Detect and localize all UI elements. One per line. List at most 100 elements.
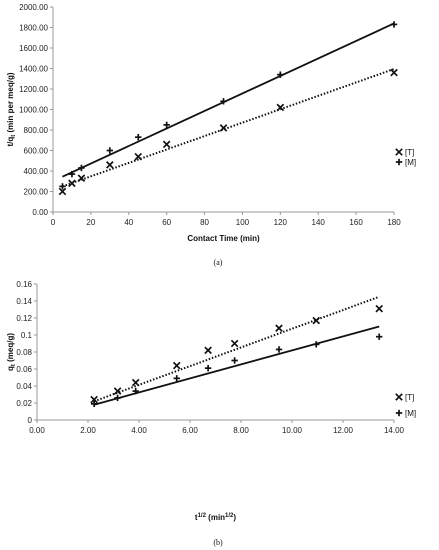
x-tick-label: 12.00 [333, 426, 354, 435]
figure-caption: (a) [214, 258, 223, 267]
data-point-t [230, 339, 239, 348]
y-axis-label: qt (meq/g) [6, 333, 17, 371]
data-point-t [275, 324, 283, 333]
fit-line-t [93, 295, 380, 403]
fit-line-m [93, 325, 380, 406]
x-axis-label: t1/2 (min1/2) [195, 513, 236, 522]
marker-stroke [395, 148, 403, 156]
marker-stroke [172, 361, 181, 370]
data-point-m [313, 341, 320, 348]
legend-marker-m [395, 409, 403, 417]
data-point-m [173, 375, 180, 382]
marker-stroke [68, 179, 76, 188]
x-tick-label: 160 [349, 218, 363, 227]
data-point-m [231, 357, 238, 364]
y-axis-label: t/qt (min per meq/g) [6, 72, 17, 146]
data-point-m [132, 387, 139, 395]
data-point-m [204, 364, 212, 372]
marker-stroke [77, 174, 86, 182]
legend-label: [M] [405, 158, 416, 167]
data-point-t [68, 179, 76, 188]
data-point-m [106, 147, 114, 154]
x-tick-label: 80 [200, 218, 209, 227]
y-tick-label: 800.00 [24, 126, 49, 135]
data-point-t [276, 103, 285, 112]
y-tick-label: 1000.00 [19, 106, 48, 115]
y-tick-label: 0.00 [32, 208, 48, 217]
data-point-m [220, 98, 227, 105]
data-point-m [114, 394, 121, 402]
data-point-t [90, 395, 98, 404]
data-point-t [375, 304, 384, 313]
marker-stroke [390, 68, 398, 77]
y-tick-label: 0.06 [16, 365, 32, 374]
y-tick-label: 0 [28, 416, 33, 425]
y-tick-label: 2000.00 [19, 3, 48, 12]
x-tick-label: 120 [274, 218, 288, 227]
x-tick-label: 10.00 [282, 426, 303, 435]
data-point-t [77, 174, 86, 182]
y-tick-label: 1800.00 [19, 24, 48, 33]
fit-line-m [62, 22, 395, 178]
data-point-t [113, 387, 122, 395]
y-tick-label: 0.1 [21, 331, 33, 340]
chart-b: 0.00 2.00 4.00 6.00 8.00 10.00 12.00 14.00 0 0.02… [6, 280, 416, 547]
data-point-t [58, 187, 67, 196]
y-tick-label: 1600.00 [19, 44, 48, 53]
marker-stroke [230, 339, 239, 348]
x-tick-label: 0.00 [29, 426, 45, 435]
x-tick-label: 14.00 [384, 426, 405, 435]
figure-caption: (b) [213, 538, 223, 547]
marker-stroke [312, 316, 321, 325]
marker-stroke [219, 124, 228, 132]
data-point-m [135, 133, 142, 141]
data-point-t [131, 378, 140, 387]
data-point-m [376, 333, 383, 340]
data-point-t [172, 361, 181, 370]
legend-label: [T] [405, 393, 414, 402]
marker-stroke [113, 387, 122, 395]
x-axis-label: Contact Time (min) [187, 234, 260, 243]
x-tick-label: 140 [312, 218, 326, 227]
data-point-t [219, 124, 228, 132]
data-point-m [275, 346, 283, 353]
marker-stroke [90, 395, 98, 404]
legend-marker-m [395, 158, 403, 166]
data-point-m [163, 121, 170, 129]
marker-stroke [131, 378, 140, 387]
x-tick-label: 60 [162, 218, 171, 227]
data-point-t [162, 140, 171, 149]
marker-stroke [276, 103, 285, 112]
data-point-m [59, 183, 66, 190]
fit-line-t [62, 68, 395, 188]
data-point-m [78, 164, 85, 172]
y-tick-label: 400.00 [24, 167, 49, 176]
marker-stroke [395, 393, 403, 401]
marker-stroke [204, 346, 212, 355]
marker-stroke [275, 324, 283, 333]
y-tick-label: 0.02 [16, 399, 32, 408]
data-point-t [390, 68, 398, 77]
data-point-t [106, 161, 114, 169]
y-tick-label: 0.16 [16, 280, 32, 289]
data-point-m [390, 21, 398, 28]
y-tick-label: 0.14 [16, 297, 32, 306]
data-point-m [90, 400, 98, 408]
y-tick-label: 0.12 [16, 314, 32, 323]
data-point-t [312, 316, 321, 325]
legend-label: [M] [405, 409, 416, 418]
chart-a: 0 20 40 60 80 100 120 140 160 1800.00200.00400.00… [6, 3, 416, 267]
marker-stroke [162, 140, 171, 149]
x-tick-label: 180 [387, 218, 401, 227]
y-tick-label: 0.08 [16, 348, 32, 357]
y-tick-label: 200.00 [24, 188, 49, 197]
legend-marker-t [395, 148, 403, 156]
y-tick-label: 1200.00 [19, 85, 48, 94]
data-point-m [277, 71, 284, 78]
marker-stroke [375, 304, 384, 313]
legend-marker-t [395, 393, 403, 401]
marker-stroke [134, 152, 143, 161]
data-point-m [68, 170, 76, 178]
x-tick-label: 8.00 [233, 426, 249, 435]
x-tick-label: 100 [236, 218, 250, 227]
